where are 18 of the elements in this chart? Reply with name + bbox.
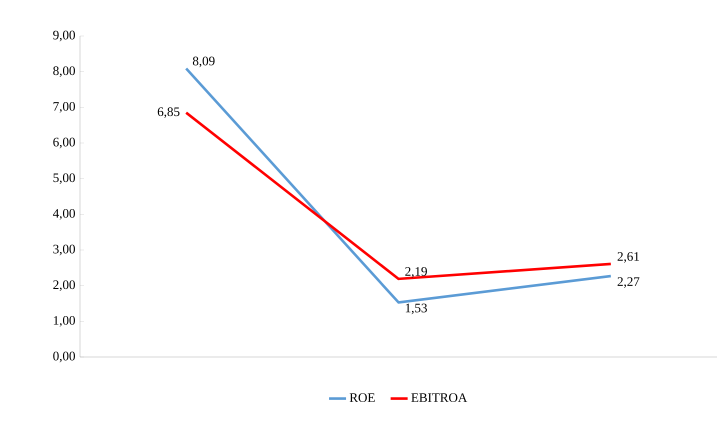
y-tick-label: 9,00 (53, 30, 75, 42)
data-label: 1,53 (406, 304, 427, 314)
y-tick-label: 2,00 (53, 280, 75, 291)
y-tick-label: 1,00 (54, 316, 75, 327)
y-tick-label: 8,00 (53, 66, 75, 77)
data-label: 6,85 (158, 107, 180, 118)
data-label: 2,61 (618, 252, 640, 263)
y-tick-label: 7,00 (54, 102, 75, 113)
data-label: 8,09 (192, 56, 215, 68)
legend-label: EBITROA (411, 393, 468, 402)
y-tick-label: 6,00 (53, 138, 75, 148)
data-label: 2,27 (618, 277, 640, 288)
data-label: 2,19 (405, 267, 427, 278)
y-tick-label: 4,00 (52, 209, 75, 220)
y-tick-label: 0,00 (53, 352, 75, 362)
y-tick-label: 3,00 (53, 244, 75, 256)
legend-label: ROE (350, 393, 375, 402)
y-tick-label: 5,00 (53, 173, 75, 184)
